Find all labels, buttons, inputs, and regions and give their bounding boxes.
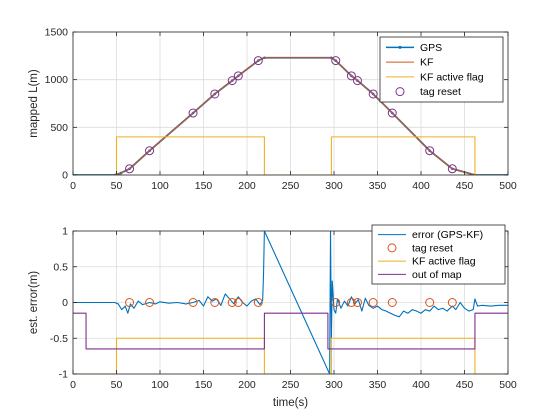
legend-entry: tag reset [420,86,461,98]
legend: GPS KF KF active flag tag reset [379,36,504,103]
x-tick-label: 250 [282,180,300,192]
series-line-error-gps-kf- [73,231,508,374]
marker-tag-reset [210,298,220,307]
y-tick-label: -1 [59,369,68,381]
series-group [73,56,508,175]
y-tick-label: 0.5 [53,261,68,273]
series-line-kf [73,57,508,175]
x-tick-label: 100 [151,379,169,391]
x-tick-label: 50 [111,180,123,192]
y-tick-label: 1000 [45,74,69,86]
y-axis-label: mapped L(m) [28,69,40,138]
marker-tag-reset [145,146,155,156]
legend-entry: KF active flag [420,71,484,83]
x-tick-label: 200 [238,379,256,391]
legend-entry: error (GPS-KF) [412,229,483,241]
y-tick-label: 1500 [45,27,69,39]
x-tick-label: 350 [369,180,387,192]
x-tick-label: 300 [325,180,343,192]
chart-1: 0 50 100 150 200 250 300 350 400 450 500 0 500 1000 15… [28,27,517,193]
x-tick-label: 300 [325,379,343,391]
y-tick-label: 1 [62,226,68,238]
x-tick-label: 150 [195,379,213,391]
marker-tag-reset [188,298,198,307]
y-tick-label: 0 [62,297,68,309]
x-tick-label: 500 [499,379,517,391]
x-axis-label: time(s) [273,397,308,409]
marker-tag-reset [368,298,378,307]
legend-entry: GPS [420,42,442,54]
marker-tag-reset [425,146,435,156]
marker-tag-reset [253,298,263,307]
marker-tag-reset [125,164,135,174]
marker-tag-reset [425,298,435,307]
legend-entry: out of map [412,269,462,281]
series-line-out-of-map [73,312,508,350]
marker-tag-reset [125,298,135,307]
marker-tag-reset [387,298,397,307]
marker-tag-reset [447,164,457,174]
legend-entry: KF [420,57,433,69]
x-tick-label: 0 [70,379,76,391]
y-tick-label: -0.5 [50,333,68,345]
legend-swatch [387,243,397,253]
legend-entry: tag reset [412,242,453,254]
x-tick-label: 400 [412,379,430,391]
marker-tag-reset [331,298,341,307]
x-tick-label: 100 [151,180,169,192]
marker-tag-reset [210,89,220,99]
x-tick-label: 350 [369,379,387,391]
x-tick-label: 500 [499,180,517,192]
legend-swatch-dot [398,45,402,49]
marker-tag-reset [346,71,356,81]
marker-tag-reset [368,89,378,99]
marker-tag-reset [233,298,243,307]
y-tick-label: 500 [50,122,68,134]
legend-entry: KF active flag [412,256,476,268]
marker-tag-reset [145,298,155,307]
marker-tag-reset [227,298,237,307]
y-axis-label: est. error(m) [28,271,40,334]
x-tick-label: 450 [456,379,474,391]
marker-tag-reset [352,76,362,86]
legend: error (GPS-KF)tag reset KF active flagout… [371,224,506,285]
x-tick-label: 200 [238,180,256,192]
marker-tag-reset [387,108,397,118]
x-tick-label: 400 [412,180,430,192]
marker-tag-reset [331,56,341,66]
y-tick-label: 0 [62,170,68,182]
marker-tag-reset [227,76,237,86]
x-tick-label: 0 [70,180,76,192]
x-tick-label: 150 [195,180,213,192]
x-tick-label: 50 [111,379,123,391]
series-line-kf-active-flag [73,337,508,374]
marker-tag-reset [253,56,263,66]
marker-tag-reset [352,298,362,307]
series-group [73,231,508,374]
series-line-kf-active-flag [73,136,508,175]
x-tick-label: 250 [282,379,300,391]
x-tick-label: 450 [456,180,474,192]
marker-tag-reset [188,108,198,118]
chart-2: 0 50 100 150 200 250 300 350 400 450 500 -1 -0.5 0 0.5… [28,224,517,409]
marker-tag-reset [346,298,356,307]
marker-tag-reset [233,71,243,81]
legend-swatch [395,87,405,97]
marker-tag-reset [447,298,457,307]
